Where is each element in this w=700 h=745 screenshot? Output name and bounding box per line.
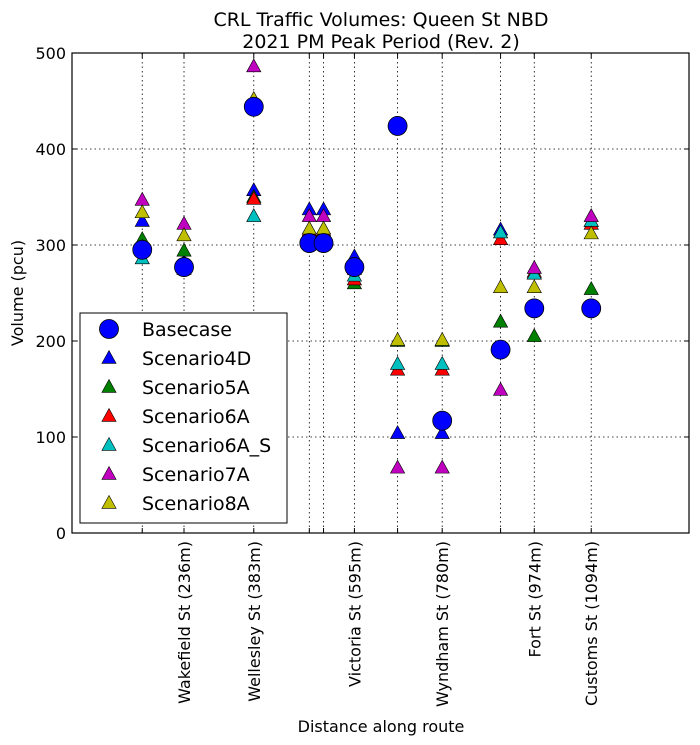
y-tick-label: 300 xyxy=(35,236,66,255)
data-point-scenario5a xyxy=(176,242,192,257)
chart-title: CRL Traffic Volumes: Queen St NBD xyxy=(213,9,548,31)
data-point-scenario7a xyxy=(583,208,599,222)
legend-label: Scenario4D xyxy=(142,348,251,370)
x-tick-label: Wakefield St (236m) xyxy=(175,541,194,704)
data-point-basecase xyxy=(581,298,602,319)
data-point-scenario8a xyxy=(434,331,450,346)
data-point-scenario8a xyxy=(134,204,150,219)
legend-label: Scenario7A xyxy=(142,464,250,486)
legend-label: Scenario6A_S xyxy=(142,435,271,457)
data-point-scenario8a xyxy=(389,331,406,346)
legend-marker xyxy=(101,378,117,393)
data-point-scenario7a xyxy=(389,459,406,474)
legend-label: Scenario5A xyxy=(142,377,250,399)
data-point-scenario8a xyxy=(492,279,509,293)
data-point-scenario6a-s xyxy=(246,208,262,222)
legend: Basecase Scenario4D Scenario5A Scenario6A Sc… xyxy=(79,312,288,524)
data-point-basecase xyxy=(344,257,365,277)
x-axis-label: Distance along route xyxy=(298,717,465,736)
x-tick-label: Victoria St (595m) xyxy=(345,541,364,687)
x-tick-label: Customs St (1094m) xyxy=(582,541,601,706)
data-point-scenario8a xyxy=(301,220,317,235)
x-tick-label: Fort St (974m) xyxy=(525,541,544,657)
data-point-scenario8a xyxy=(176,227,192,242)
x-tick-label: Wyndham St (780m) xyxy=(433,541,452,707)
x-tick-label: Wellesley St (383m) xyxy=(245,541,264,702)
data-point-basecase xyxy=(243,96,264,117)
data-point-basecase xyxy=(432,410,453,431)
legend-marker xyxy=(101,494,117,509)
data-point-scenario6a-s xyxy=(492,224,509,239)
legend-marker xyxy=(101,349,117,364)
data-point-scenario7a xyxy=(492,381,509,396)
plot-frame xyxy=(71,52,690,534)
data-point-scenario4d xyxy=(389,425,406,439)
data-point-scenario5a xyxy=(526,328,542,342)
legend-marker xyxy=(101,436,117,451)
legend-marker xyxy=(101,465,117,480)
data-point-basecase xyxy=(313,233,334,253)
y-tick-label: 400 xyxy=(35,140,66,159)
data-point-scenario8a xyxy=(583,225,599,240)
legend-marker xyxy=(99,319,119,339)
data-point-basecase xyxy=(132,239,153,260)
x-axis-ticks: Wakefield St (236m) Wellesley St (383m) Vi… xyxy=(141,53,601,707)
data-point-scenario6a-s xyxy=(434,355,450,370)
chart-subtitle: 2021 PM Peak Period (Rev. 2) xyxy=(242,31,520,53)
data-point-scenario4d xyxy=(434,425,450,439)
data-point-scenario7a xyxy=(526,259,542,274)
legend-marker xyxy=(101,407,117,422)
data-point-scenario6a xyxy=(246,190,262,205)
data-point-scenario7a xyxy=(246,58,262,73)
y-tick-label: 100 xyxy=(35,428,66,447)
legend-label: Scenario8A xyxy=(142,493,250,515)
y-tick-label: 0 xyxy=(56,524,66,543)
data-point-scenario5a xyxy=(583,281,599,295)
data-point-scenario4d xyxy=(134,212,150,227)
data-point-scenario6a-s xyxy=(389,355,406,370)
data-point-basecase xyxy=(387,116,408,136)
data-point-scenario7a xyxy=(434,459,450,474)
data-point-basecase xyxy=(490,339,511,360)
y-tick-label: 200 xyxy=(35,332,66,351)
data-point-scenario8a xyxy=(526,279,542,293)
data-markers xyxy=(132,58,602,474)
y-axis-label: Volume (pcu) xyxy=(8,240,27,346)
legend-label: Basecase xyxy=(142,319,232,341)
data-point-scenario5a xyxy=(492,313,509,328)
data-point-scenario7a xyxy=(134,191,150,206)
data-point-basecase xyxy=(174,257,194,277)
y-tick-label: 500 xyxy=(35,44,66,63)
data-point-scenario8a xyxy=(315,220,332,235)
data-point-basecase xyxy=(524,298,545,319)
legend-label: Scenario6A xyxy=(142,406,250,428)
